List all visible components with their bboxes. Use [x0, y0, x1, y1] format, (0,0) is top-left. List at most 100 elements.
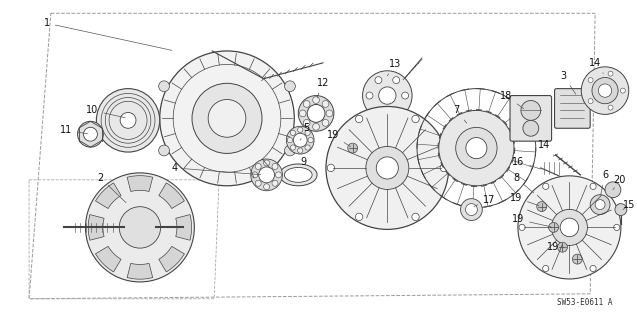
Text: 13: 13	[387, 59, 401, 76]
Text: 18: 18	[500, 91, 524, 109]
Circle shape	[290, 145, 296, 150]
Circle shape	[362, 71, 412, 120]
Text: 4: 4	[171, 163, 261, 175]
Circle shape	[290, 130, 296, 135]
Circle shape	[590, 195, 610, 214]
Circle shape	[255, 164, 261, 170]
Circle shape	[548, 222, 559, 232]
Circle shape	[393, 77, 399, 84]
Ellipse shape	[284, 167, 312, 182]
Circle shape	[375, 77, 382, 84]
Circle shape	[521, 100, 541, 120]
Text: 3: 3	[561, 71, 576, 94]
Circle shape	[590, 183, 596, 189]
Circle shape	[560, 218, 578, 237]
Circle shape	[208, 100, 246, 137]
Circle shape	[402, 92, 408, 99]
Circle shape	[608, 105, 613, 110]
Text: 19: 19	[547, 242, 564, 252]
Circle shape	[308, 138, 313, 143]
Circle shape	[272, 164, 278, 170]
Circle shape	[251, 159, 282, 191]
Circle shape	[159, 81, 169, 92]
Circle shape	[466, 204, 477, 215]
Circle shape	[366, 147, 409, 189]
FancyBboxPatch shape	[555, 89, 590, 128]
Circle shape	[285, 81, 296, 92]
Text: 16: 16	[512, 157, 541, 169]
Circle shape	[305, 145, 310, 150]
Circle shape	[307, 105, 325, 122]
Circle shape	[78, 121, 103, 147]
Circle shape	[327, 164, 334, 172]
Circle shape	[313, 124, 320, 130]
Circle shape	[573, 254, 582, 264]
Text: 7: 7	[454, 105, 467, 123]
Circle shape	[83, 127, 97, 141]
Text: 11: 11	[60, 125, 88, 135]
Circle shape	[192, 83, 262, 153]
Circle shape	[285, 145, 296, 156]
Circle shape	[298, 96, 334, 131]
Circle shape	[595, 200, 605, 210]
Circle shape	[297, 148, 303, 153]
Text: SW53-E0611 A: SW53-E0611 A	[557, 298, 613, 307]
Polygon shape	[96, 183, 121, 209]
Polygon shape	[96, 246, 121, 272]
Text: 20: 20	[613, 175, 626, 190]
Text: 15: 15	[622, 200, 635, 210]
Text: 1: 1	[44, 18, 172, 50]
Text: 19: 19	[510, 193, 539, 206]
Circle shape	[605, 182, 621, 198]
Circle shape	[120, 112, 136, 128]
Circle shape	[393, 108, 399, 115]
Circle shape	[590, 265, 596, 272]
Circle shape	[326, 110, 333, 117]
Polygon shape	[127, 176, 153, 191]
Circle shape	[543, 265, 549, 272]
Circle shape	[119, 207, 161, 248]
Circle shape	[376, 157, 398, 179]
Circle shape	[252, 172, 258, 178]
Circle shape	[455, 127, 497, 169]
Circle shape	[598, 84, 612, 97]
Circle shape	[96, 89, 160, 152]
Circle shape	[537, 202, 547, 212]
Circle shape	[613, 224, 620, 230]
Circle shape	[85, 173, 194, 282]
Text: 14: 14	[589, 58, 603, 74]
Circle shape	[557, 242, 568, 252]
Text: 9: 9	[296, 157, 306, 170]
Circle shape	[412, 213, 419, 220]
Text: 8: 8	[513, 173, 534, 193]
Ellipse shape	[280, 164, 317, 186]
Circle shape	[582, 67, 629, 114]
Circle shape	[259, 167, 275, 183]
Circle shape	[287, 126, 314, 154]
Circle shape	[299, 110, 306, 117]
Circle shape	[264, 184, 269, 190]
Circle shape	[322, 119, 329, 126]
Polygon shape	[127, 263, 153, 279]
Circle shape	[313, 97, 320, 103]
Polygon shape	[159, 246, 184, 272]
Circle shape	[264, 160, 269, 166]
Text: 2: 2	[97, 173, 126, 203]
Circle shape	[287, 138, 292, 143]
Circle shape	[160, 51, 294, 186]
Circle shape	[615, 204, 627, 215]
Text: 12: 12	[317, 78, 329, 98]
Polygon shape	[89, 215, 104, 240]
Circle shape	[366, 92, 373, 99]
Circle shape	[518, 176, 621, 279]
Circle shape	[275, 172, 282, 178]
Circle shape	[620, 88, 626, 93]
Circle shape	[272, 180, 278, 186]
Circle shape	[348, 143, 357, 153]
Circle shape	[255, 180, 261, 186]
Circle shape	[378, 87, 396, 104]
Text: 14: 14	[538, 140, 554, 155]
Circle shape	[523, 120, 539, 136]
Text: 17: 17	[474, 195, 496, 206]
Circle shape	[439, 110, 514, 186]
